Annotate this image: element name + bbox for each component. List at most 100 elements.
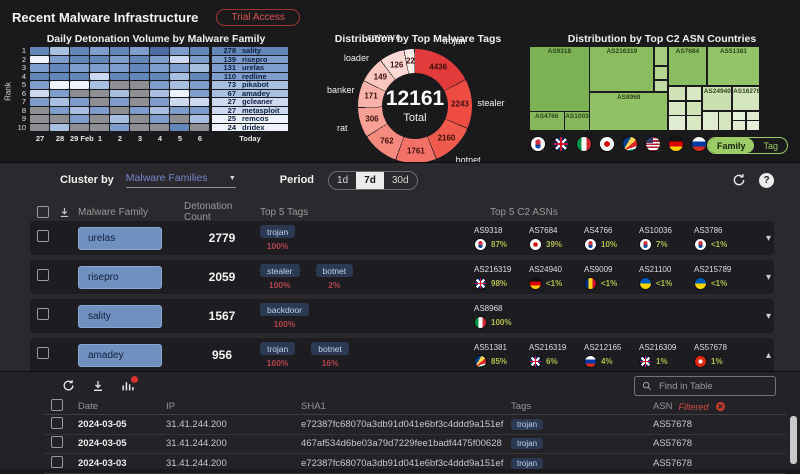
heatmap-row: 7 27 gcleaner — [14, 97, 288, 106]
heatmap-xtick: 27 — [35, 134, 45, 143]
row-checkbox[interactable] — [37, 347, 49, 359]
tag-chip[interactable]: trojan — [260, 225, 296, 238]
asn-flag-row: 7% — [639, 237, 694, 251]
tag-chip[interactable]: backdoor — [260, 303, 309, 316]
family-button[interactable]: urelas — [78, 226, 162, 250]
heatmap-today-value: 110 — [223, 71, 236, 81]
tag-block: trojan 100% — [260, 342, 296, 368]
toggle-option-family[interactable]: Family — [707, 138, 755, 153]
period-segmented-control[interactable]: 1d 7d 30d — [328, 170, 418, 190]
table-search[interactable] — [634, 376, 776, 396]
detonation-count: 2059 — [208, 270, 236, 284]
search-input[interactable] — [657, 379, 768, 393]
refresh-icon[interactable] — [62, 379, 75, 392]
trial-access-badge[interactable]: Trial Access — [216, 8, 300, 26]
collapse-chevron[interactable]: ▴ — [766, 349, 772, 361]
family-button[interactable]: amadey — [78, 343, 162, 367]
period-option-1d[interactable]: 1d — [337, 174, 349, 186]
col-date: Date — [78, 401, 99, 412]
row-checkbox[interactable] — [51, 455, 63, 468]
toggle-option-tag[interactable]: Tag — [763, 140, 778, 151]
tag-chip[interactable]: botnet — [311, 342, 349, 355]
heatmap-cell — [170, 81, 189, 89]
tag-chip[interactable]: trojan — [511, 418, 544, 430]
family-button[interactable]: sality — [78, 304, 162, 328]
heatmap-row: 2 139 risepro — [14, 55, 288, 64]
donut-panel: Distribution by Top Malware Tags 12161 T… — [312, 29, 524, 162]
heatmap-cell — [90, 98, 109, 106]
scrollbar[interactable] — [790, 416, 797, 470]
heatmap-today-value: 25 — [227, 114, 236, 124]
clear-filter-icon[interactable] — [715, 401, 726, 412]
detonation-row[interactable]: 2024-03-05 31.41.244.200 467af534d6be03a79… — [44, 435, 786, 454]
cluster-by-dropdown[interactable]: Malware Families ▼ — [125, 172, 236, 188]
refresh-icon[interactable] — [732, 173, 746, 187]
subtable-rows: 2024-03-05 31.41.244.200 e72387fc68070a3db… — [44, 415, 786, 474]
select-all-checkbox[interactable] — [37, 206, 49, 218]
subtable-select-all-checkbox[interactable] — [51, 399, 63, 411]
treemap-cell: AS10036 — [565, 112, 589, 130]
heatmap-cell — [30, 81, 49, 89]
heatmap-today-family: dridex — [242, 122, 265, 132]
family-button[interactable]: risepro — [78, 265, 162, 289]
download-icon[interactable] — [92, 380, 104, 392]
download-icon[interactable] — [59, 207, 70, 218]
help-icon[interactable]: ? — [759, 172, 774, 188]
scrollbar-thumb[interactable] — [790, 416, 797, 464]
row-checkbox[interactable] — [37, 308, 49, 320]
asn-flag-row: 4% — [584, 354, 639, 368]
detonation-row[interactable]: 2024-03-03 31.41.244.200 e72387fc68070a3db… — [44, 454, 786, 474]
heatmap-cell — [130, 123, 149, 131]
heatmap-cell — [170, 72, 189, 80]
detonations-subtable: Date IP SHA1 Tags ASN Filtered 2024-03-0… — [0, 371, 800, 474]
table-row[interactable]: risepro 2059 stealer 100% botnet 2% AS216319 98… — [30, 260, 774, 294]
heatmap-today-family: urelas — [242, 63, 265, 73]
row-checkbox[interactable] — [37, 269, 49, 281]
heatmap-rank-label: 5 — [21, 80, 26, 90]
asn-percent: 85% — [491, 356, 508, 366]
heatmap-cell — [50, 89, 69, 97]
heatmap-cell — [50, 115, 69, 123]
heatmap-xtick: 2 — [117, 134, 123, 143]
period-option-7d[interactable]: 7d — [356, 171, 384, 189]
flag-ru-icon — [691, 136, 707, 152]
table-row[interactable]: amadey 956 trojan 100% botnet 16% AS51381 85% AS… — [30, 338, 774, 372]
expand-chevron[interactable]: ▾ — [766, 271, 772, 283]
table-row[interactable]: sality 1567 backdoor 100% AS8968 100% ▾ — [30, 299, 774, 333]
row-select-cell — [30, 346, 78, 364]
treemap-cell: AS24940 — [703, 86, 732, 111]
detonation-row[interactable]: 2024-03-05 31.41.244.200 e72387fc68070a3db… — [44, 415, 786, 435]
row-checkbox[interactable] — [51, 436, 63, 449]
tag-chip[interactable]: stealer — [260, 264, 300, 277]
period-option-30d[interactable]: 30d — [391, 174, 409, 186]
row-checkbox[interactable] — [37, 230, 49, 242]
expand-chevron[interactable]: ▾ — [766, 310, 772, 322]
treemap-cell — [687, 86, 702, 101]
heatmap-cell — [170, 106, 189, 114]
heatmap-cell — [110, 81, 129, 89]
heatmap-cell — [190, 98, 209, 106]
heatmap-cell — [150, 47, 169, 55]
tag-chip[interactable]: botnet — [315, 264, 354, 277]
asn-percent: 1% — [711, 356, 723, 366]
expand-chevron[interactable]: ▾ — [766, 232, 772, 244]
heatmap-cell — [190, 64, 209, 72]
flag-gb-icon — [529, 354, 542, 368]
column-chart-icon[interactable] — [121, 376, 138, 392]
family-tag-toggle[interactable]: Family Tag — [706, 137, 788, 154]
table-row[interactable]: urelas 2779 trojan 100% AS9318 87% AS7684 39% AS… — [30, 221, 774, 255]
flag-kr-icon — [530, 136, 546, 152]
donut-segment-label: trojan — [442, 35, 466, 46]
heatmap-cell — [150, 106, 169, 114]
tag-chip[interactable]: trojan — [511, 438, 544, 450]
asn-block: AS3786 <1% — [694, 226, 749, 251]
tag-chip[interactable]: trojan — [511, 457, 544, 469]
flag-de-icon — [529, 276, 542, 290]
heatmap-cell — [190, 72, 209, 80]
heatmap-cell — [190, 55, 209, 63]
heatmap-xaxis: 27 28 29 Feb 1 2 3 4 5 6 Today — [30, 134, 288, 143]
asn-label: AS24940 — [529, 264, 562, 274]
treemap-cell — [654, 80, 667, 92]
row-checkbox[interactable] — [51, 416, 63, 429]
tag-chip[interactable]: trojan — [260, 342, 296, 355]
